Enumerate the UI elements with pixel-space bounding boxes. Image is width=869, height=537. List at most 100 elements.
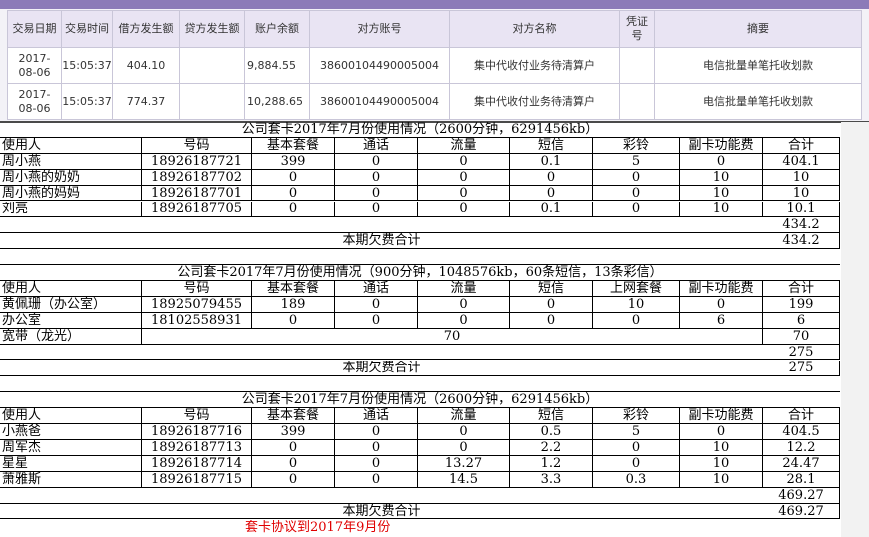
fee-value-text: 0 [716,424,726,440]
bank-border [7,10,8,120]
column-header-text: 上网套餐 [609,281,662,296]
fee-value-text: 0 [371,169,381,185]
row-total-text: 6 [796,312,806,328]
fee-value-text: 10 [712,471,730,487]
fee-value-text: 399 [280,153,306,169]
due-value: 434.2 [763,233,840,250]
column-header-text: 彩铃 [622,137,649,153]
column-header: 彩铃 [593,408,680,425]
column-header: 副卡功能费 [680,281,763,297]
phone-number-text: 18926187701 [151,185,242,201]
fee-value: 10 [680,440,763,456]
user-name: 周小燕的妈妈 [0,185,142,202]
bank-cell-text: 电信批量单笔托收划款 [703,94,813,108]
fee-value: 0 [335,455,418,472]
column-header-text: 基本套餐 [266,137,319,153]
fee-value: 10 [680,201,763,218]
fee-value: 0 [680,153,763,170]
bank-cell: 38600104490005004 [310,48,450,84]
fee-value: 0 [418,201,510,218]
sum-row [0,345,763,361]
row-total-text: 404.5 [782,424,820,440]
fee-value: 0 [335,185,418,202]
fee-value-text: 3.3 [540,471,562,487]
sheet-title-text: 公司套卡2017年7月份使用情况（2600分钟，6291456kb） [241,122,599,137]
user-name-text: 周小燕的妈妈 [2,185,81,201]
phone-number-text: 18926187716 [151,424,242,440]
fee-value-text: 0 [546,169,556,185]
fee-value-text: 10 [712,185,730,201]
fee-value-text: 5 [631,424,641,440]
user-name-text: 萧雅斯 [2,471,42,487]
phone-number: 18102558931 [142,312,252,329]
phone-number: 18926187714 [142,455,252,472]
column-header: 流量 [418,281,510,297]
column-header-text: 副卡功能费 [688,137,754,153]
fee-value: 0 [593,440,680,456]
fee-value: 0 [335,153,418,170]
fee-value-text: 0 [631,455,641,471]
sum-value-text: 434.2 [782,217,820,233]
due-value-text: 469.27 [778,503,824,519]
fee-value-text: 0 [371,471,381,487]
fee-value-text: 10 [712,201,730,217]
bank-header: 对方名称 [450,11,620,48]
user-name-text: 周小燕的奶奶 [2,169,81,185]
fee-value: 0 [252,312,335,329]
fee-value: 10 [680,455,763,472]
fee-value-text: 0 [288,169,298,185]
fee-value: 5 [593,153,680,170]
fee-value-text: 0 [288,312,298,328]
fee-value: 0 [418,312,510,329]
bank-cell: 15:05:37 [62,48,113,84]
bank-cell: 电信批量单笔托收划款 [655,84,862,120]
row-total-text: 10 [792,185,810,201]
phone-number-text: 18926187705 [151,201,242,217]
bank-cell-text: 9,884.55 [247,58,296,72]
column-header: 合计 [763,137,840,154]
phone-number-text: 18926187715 [151,471,242,487]
user-name-text: 刘亮 [2,201,29,217]
phone-number-text: 18926187721 [151,153,242,169]
phone-number: 18925079455 [142,296,252,313]
column-header: 短信 [510,408,593,425]
row-total-text: 404.1 [782,153,820,169]
bank-cell [180,84,245,120]
bank-cell-text: 15:05:37 [62,58,112,72]
bank-border [8,10,862,11]
user-name: 周小燕 [0,153,142,170]
fee-value: 0.1 [510,201,593,218]
fee-value: 0 [680,296,763,313]
blank-row [0,249,840,266]
row-total-text: 10.1 [786,201,816,217]
fee-value: 0 [418,424,510,440]
bank-cell: 10,288.65 [245,84,310,120]
row-total: 199 [763,296,840,313]
fee-value: 0 [335,201,418,218]
sum-value: 434.2 [763,217,840,234]
fee-value: 0 [510,185,593,202]
column-header-text: 通话 [362,408,389,424]
due-label: 本期欠费合计 [0,233,763,250]
fee-value-text: 0 [459,185,468,201]
bank-header-text: 对方账号 [357,22,402,35]
fee-value: 0 [252,471,335,488]
bank-cell: 2017-08-06 [8,84,62,120]
fee-value-text: 0 [371,455,381,471]
blank-row [0,376,840,393]
fee-value-text: 0.5 [540,424,562,440]
column-header-text: 短信 [537,408,564,424]
bank-header-text: 交易日期 [12,22,57,35]
fee-value-text: 0 [459,169,468,185]
row-total: 12.2 [763,440,840,456]
column-header: 通话 [335,281,418,297]
sheet-title-text: 公司套卡2017年7月份使用情况（900分钟，1048576kb，60条短信，1… [177,265,663,281]
fee-value-text: 0 [288,455,298,471]
fee-value-text: 0 [459,440,468,455]
column-header-text: 合计 [787,137,814,153]
column-header-text: 通话 [362,281,389,296]
bank-cell: 2017-08-06 [8,48,62,84]
user-name: 星星 [0,455,142,472]
fee-value: 10 [680,185,763,202]
fee-value: 13.27 [418,455,510,472]
